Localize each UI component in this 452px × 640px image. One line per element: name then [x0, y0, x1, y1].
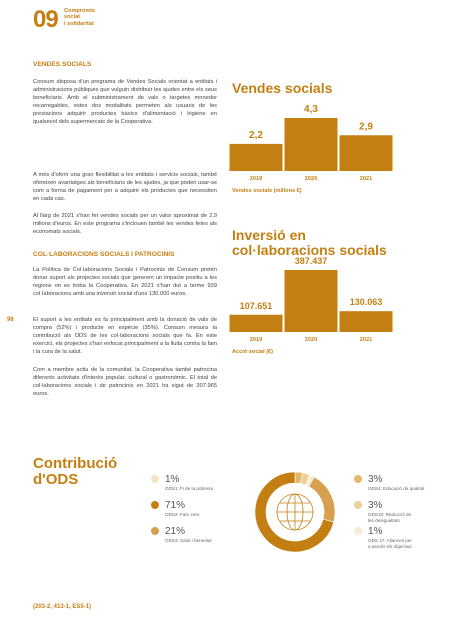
value-label: 387.437 [295, 256, 328, 266]
legend-value: 71% [165, 500, 185, 511]
paragraph: Al llarg de 2021 s'han fet vendes social… [33, 213, 217, 236]
legend-swatch [354, 527, 362, 535]
paragraph: El suport a les entitats es fa principal… [33, 317, 217, 356]
bar [284, 270, 338, 332]
chapter-number: 09 [33, 6, 59, 33]
chapter-title-line: Compromís [64, 8, 96, 14]
legend-value: 1% [165, 474, 180, 485]
bar [339, 135, 393, 171]
chart-caption: Vendes socials (milions €) [232, 188, 302, 194]
footer-codes: (203-2, 413-1, ES5-1) [33, 604, 92, 610]
x-tick-label: 2020 [305, 176, 317, 182]
paragraph: Consum disposa d'un programa de Vendes S… [33, 79, 217, 126]
bar [284, 118, 338, 171]
chapter-title-line: i solidaritat [64, 20, 94, 27]
legend-value: 3% [368, 474, 383, 485]
section-heading: VENDES SOCIALS [33, 61, 92, 68]
x-tick-label: 2021 [360, 176, 372, 182]
legend-value: 21% [165, 526, 185, 537]
chart-caption: Acció social (€) [232, 349, 274, 355]
chart-title: Vendes socials [232, 80, 333, 96]
chapter-title: Compromís social i solidaritat [64, 8, 95, 27]
x-tick-label: 2021 [360, 337, 372, 343]
page-number: 98 [7, 317, 14, 323]
legend-swatch [151, 475, 159, 483]
value-label: 130.063 [350, 297, 383, 307]
legend-value: 1% [368, 526, 383, 537]
x-tick-label: 2019 [250, 176, 262, 182]
bar [339, 311, 393, 332]
donut-segment [254, 471, 335, 553]
x-tick-label: 2020 [305, 337, 317, 343]
legend-swatch [354, 475, 362, 483]
paragraph: La Política de Col·laboracions Socials i… [33, 267, 217, 298]
x-tick-label: 2019 [250, 337, 262, 343]
chapter-title-line: social [64, 14, 80, 21]
bar [229, 143, 283, 171]
value-label: 2,9 [359, 121, 373, 132]
paragraph: Com a membre actiu de la comunitat, la C… [33, 367, 217, 398]
value-label: 107.651 [240, 301, 273, 311]
bar [229, 314, 283, 332]
legend-label: ODS 17: Aliances per a assolir els object… [368, 538, 412, 549]
legend-label: ODS2: Fam zero [165, 512, 200, 517]
legend-value: 3% [368, 500, 383, 511]
legend-swatch [151, 527, 159, 535]
legend-swatch [354, 501, 362, 509]
paragraph: A més d'oferir una gran flexibilitat a l… [33, 172, 217, 203]
legend-label: ODS1: Fi de la pobresa [165, 486, 213, 491]
value-label: 4,3 [304, 104, 318, 115]
legend-swatch [151, 501, 159, 509]
globe-icon [276, 493, 314, 531]
chart-title: Inversió en col·laboracions socials [232, 227, 387, 258]
legend-label: ODS3: Salut i benestar [165, 538, 212, 543]
chart-title: Contribució d'ODS [33, 455, 118, 488]
section-heading: COL·LABORACIONS SOCIALS I PATROCINIS [33, 251, 175, 258]
legend-label: ODS4: Educació de qualitat [368, 486, 425, 491]
value-label: 2,2 [249, 130, 263, 141]
legend-label: ODS10: Reducció de les desigualtats [368, 512, 412, 523]
